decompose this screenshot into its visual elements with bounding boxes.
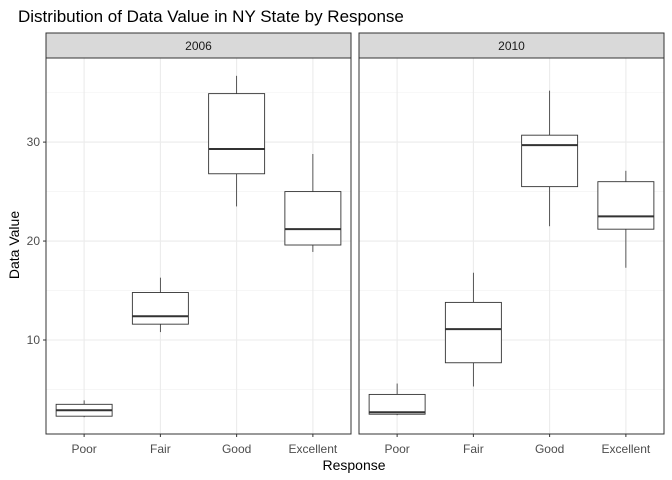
y-tick-label: 30	[27, 135, 41, 149]
panel-2010: 2010 Poor Fair Good Excellent	[358, 32, 665, 456]
box-body	[521, 134, 579, 188]
box-2010-excellent	[597, 170, 655, 268]
x-tick-label: Poor	[71, 442, 96, 456]
box-2010-poor	[368, 383, 426, 416]
box-body	[368, 393, 426, 415]
y-tick-label: 20	[27, 234, 41, 248]
x-tick-label: Excellent	[602, 442, 651, 456]
x-tick-label: Good	[535, 442, 564, 456]
x-tick-label: Fair	[150, 442, 171, 456]
box-body	[444, 301, 502, 364]
facet-strip-label: 2010	[498, 39, 525, 53]
panel-border	[45, 57, 352, 435]
x-tick-label: Fair	[463, 442, 484, 456]
panel-border	[358, 57, 665, 435]
box-2006-poor	[55, 400, 113, 418]
x-tick-label: Good	[222, 442, 251, 456]
y-axis-title: Data Value	[6, 211, 22, 279]
panel-2006: 2006 Poor Fair Good Excellent 10 20 30	[27, 32, 352, 456]
x-tick-label: Poor	[384, 442, 409, 456]
box-2006-good	[208, 75, 266, 207]
box-body	[284, 191, 342, 246]
box-2010-fair	[444, 272, 502, 387]
box-body	[208, 93, 266, 175]
facet-strip-label: 2006	[185, 39, 212, 53]
box-2006-fair	[131, 277, 189, 333]
facet-strip	[45, 32, 352, 59]
x-axis-title: Response	[322, 457, 385, 473]
box-2010-good	[521, 90, 579, 227]
box-body	[597, 181, 655, 230]
y-tick-label: 10	[27, 333, 41, 347]
box-2006-excellent	[284, 153, 342, 252]
box-body	[131, 292, 189, 325]
x-tick-label: Excellent	[289, 442, 338, 456]
chart-title: Distribution of Data Value in NY State b…	[18, 7, 404, 26]
facet-strip	[358, 32, 665, 59]
facet-panels: 2006 Poor Fair Good Excellent 10 20 30 2010 Poor F…	[27, 32, 665, 456]
